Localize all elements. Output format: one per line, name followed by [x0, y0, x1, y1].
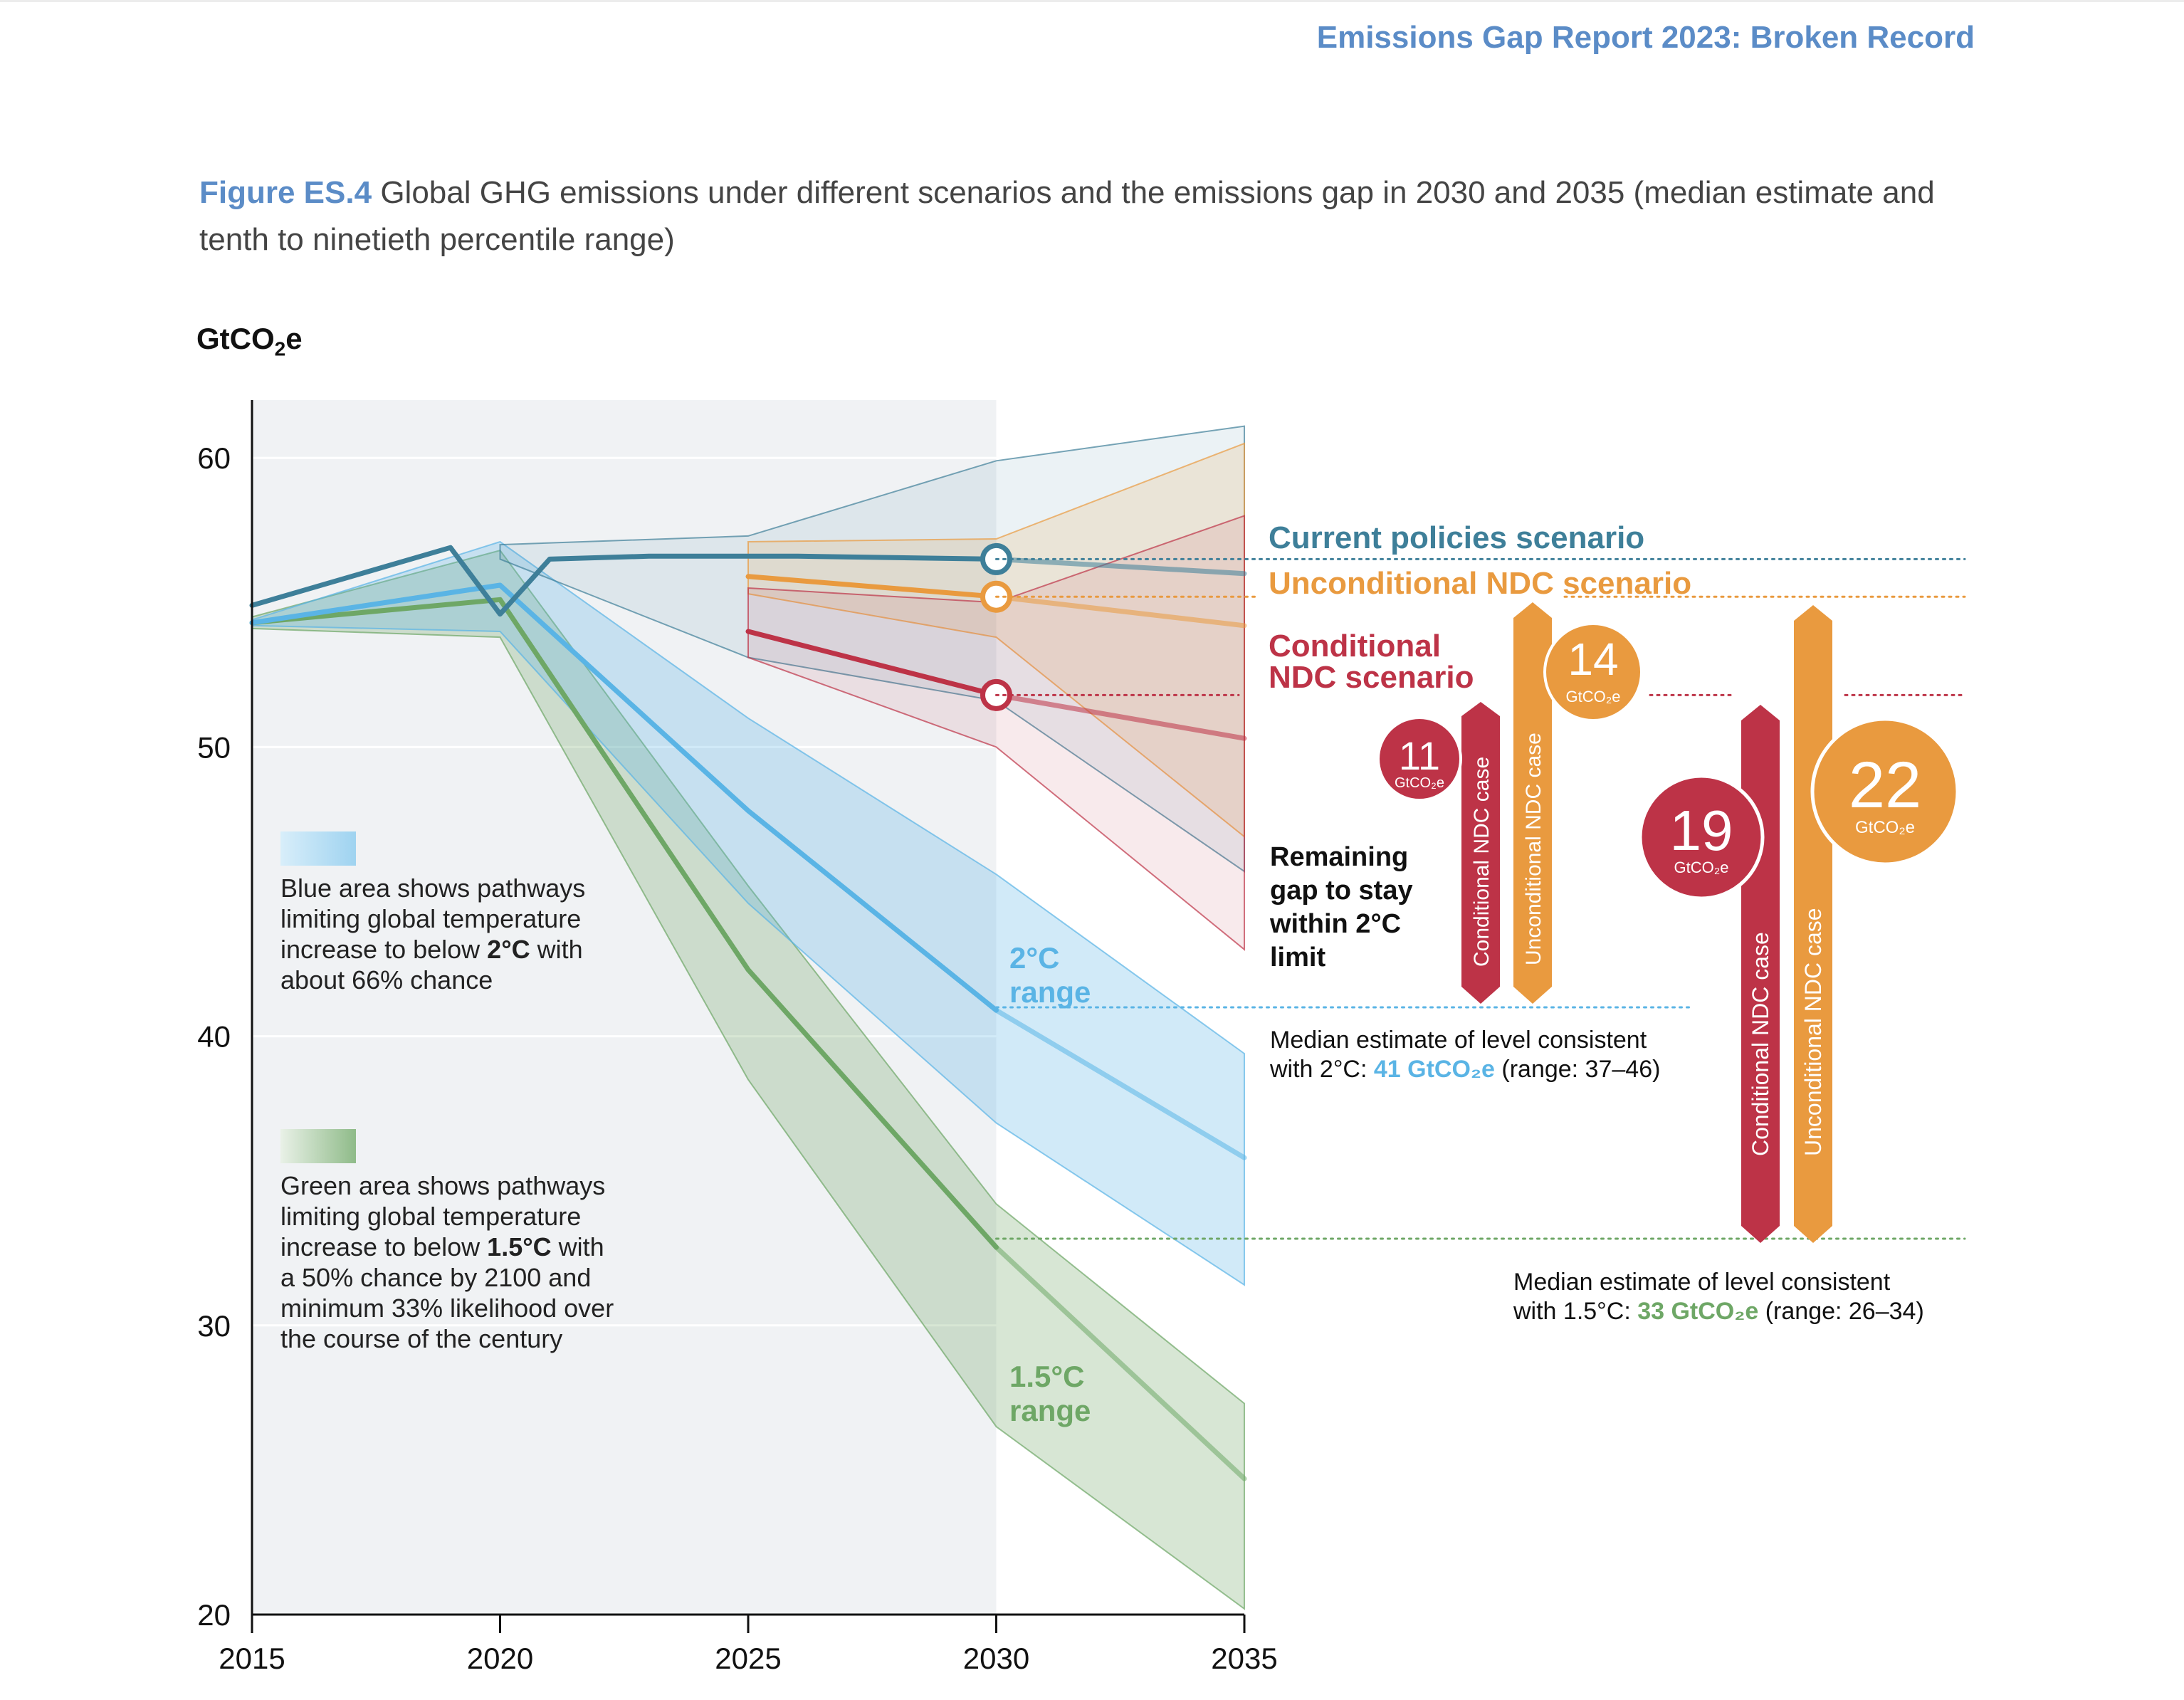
line-2c-to-2030 [249, 582, 999, 1013]
label-conditional-ndc-line1: Conditional [1269, 629, 1441, 663]
note-2c-suffix: (range: 37–46) [1495, 1056, 1661, 1083]
x-tick-label-2035: 2035 [1211, 1642, 1277, 1675]
y-tick-label-50: 50 [197, 730, 231, 764]
label-unconditional-ndc: Unconditional NDC scenario [1269, 566, 1691, 601]
y-tick-label-30: 30 [197, 1309, 231, 1343]
legend-green-swatch [280, 1129, 356, 1163]
x-tick-label-2030: 2030 [963, 1642, 1029, 1675]
gap-unit-11: GtCO₂e [1395, 775, 1444, 791]
line-unconditional-ndc-to-2030 [745, 574, 999, 599]
note-15c-value: 33 GtCO₂e [1637, 1298, 1758, 1325]
gap-value-19: 19 [1670, 799, 1733, 862]
gap-value-22: 22 [1849, 749, 1921, 822]
legend-green-line6: the course of the century [280, 1324, 562, 1353]
remaining-gap-line4: limit [1270, 943, 1325, 972]
legend-blue-line3-prefix: increase to below [280, 935, 487, 964]
legend-green-line3-prefix: increase to below [280, 1232, 487, 1261]
y-axis-unit: GtCO2e [196, 322, 303, 360]
gap-value-14: 14 [1568, 634, 1618, 685]
x-tick-label-2015: 2015 [219, 1642, 285, 1675]
label-2c-range-line2: range [1009, 975, 1091, 1009]
label-conditional-ndc-line2: NDC scenario [1269, 660, 1474, 695]
band-2c [251, 540, 1245, 1286]
note-15c-suffix: (range: 26–34) [1758, 1298, 1924, 1325]
legend-blue-line3-bold: 2°C [487, 935, 530, 964]
gap-bar-conditional-15c-label: Conditional NDC case [1748, 932, 1773, 1156]
line-current-policies-after-2030 [994, 556, 1247, 577]
legend-blue-line1: Blue area shows pathways [280, 873, 585, 903]
figure-label: Figure ES.4 [199, 175, 372, 210]
note-2c-prefix: with 2°C: [1269, 1056, 1374, 1083]
legend-green-line3: increase to below 1.5°C with [280, 1232, 604, 1261]
y-tick-label-60: 60 [197, 441, 231, 475]
legend-green-line2: limiting global temperature [280, 1202, 581, 1231]
gap-unit-14: GtCO₂e [1566, 688, 1621, 705]
line-unconditional-ndc-after-2030 [994, 594, 1247, 629]
band-1-5c [251, 550, 1245, 1610]
note-2c-line2: with 2°C: 41 GtCO₂e (range: 37–46) [1269, 1056, 1660, 1083]
figure-caption-text: Global GHG emissions under different sce… [199, 175, 1935, 257]
remaining-gap-line3: within 2°C [1269, 909, 1401, 939]
legend-blue-line4: about 66% chance [280, 965, 493, 995]
note-15c-line1: Median estimate of level consistent [1513, 1269, 1891, 1296]
y-tick-label-40: 40 [197, 1020, 231, 1054]
gap-bar-unconditional-2c-label: Unconditional NDC case [1522, 733, 1545, 965]
legend-blue-line3: increase to below 2°C with [280, 935, 583, 964]
gap-bar-unconditional-2c [1513, 602, 1552, 1004]
gap-bar-conditional-2c-label: Conditional NDC case [1470, 757, 1493, 967]
label-2c-range-line1: 2°C [1009, 941, 1060, 975]
legend-green-line3-suffix: with [552, 1232, 604, 1261]
note-2c-line1: Median estimate of level consistent [1270, 1027, 1647, 1054]
legend-green-line4: a 50% chance by 2100 and [280, 1263, 591, 1292]
line-conditional-ndc-to-2030 [745, 629, 999, 698]
line-conditional-ndc-after-2030 [994, 692, 1247, 741]
gap-bar-unconditional-15c-label: Unconditional NDC case [1800, 908, 1826, 1156]
figure-caption: Figure ES.4 Global GHG emissions under d… [199, 169, 1979, 263]
y-tick-label-20: 20 [197, 1598, 231, 1632]
legend-blue-line2: limiting global temperature [280, 904, 581, 933]
gap-bar-conditional-2c [1461, 702, 1500, 1004]
gap-circle-11 [1377, 716, 1462, 802]
note-2c-value: 41 GtCO₂e [1374, 1056, 1495, 1083]
label-15c-range-line1: 1.5°C [1009, 1360, 1085, 1393]
label-current-policies: Current policies scenario [1269, 520, 1644, 555]
top-rule [0, 0, 2184, 2]
line-current-policies-to-2030 [249, 545, 999, 617]
legend-blue-swatch [280, 831, 356, 866]
gap-circle-19 [1638, 774, 1765, 901]
gap-circle-22 [1810, 717, 1960, 866]
legend-green-line5: minimum 33% likelihood over [280, 1294, 614, 1323]
note-15c-prefix: with 1.5°C: [1513, 1298, 1637, 1325]
gap-value-11: 11 [1399, 733, 1440, 778]
remaining-gap-line2: gap to stay [1270, 876, 1413, 906]
gap-unit-19: GtCO₂e [1674, 859, 1729, 876]
gap-unit-22: GtCO₂e [1855, 818, 1915, 837]
line-1-5c-after-2030 [994, 1244, 1247, 1481]
report-title: Emissions Gap Report 2023: Broken Record [1316, 20, 1975, 55]
gap-circle-14 [1543, 622, 1643, 722]
legend-blue-line3-suffix: with [530, 935, 583, 964]
line-1-5c-to-2030 [249, 597, 999, 1250]
line-2c-after-2030 [994, 1007, 1247, 1160]
label-15c-range-line2: range [1009, 1394, 1091, 1427]
note-15c-line2: with 1.5°C: 33 GtCO₂e (range: 26–34) [1513, 1298, 1924, 1325]
x-tick-label-2025: 2025 [715, 1642, 781, 1675]
legend-green-line3-bold: 1.5°C [487, 1232, 551, 1261]
remaining-gap-line1: Remaining [1270, 842, 1408, 872]
legend-green-line1: Green area shows pathways [280, 1171, 605, 1200]
x-tick-label-2020: 2020 [467, 1642, 533, 1675]
